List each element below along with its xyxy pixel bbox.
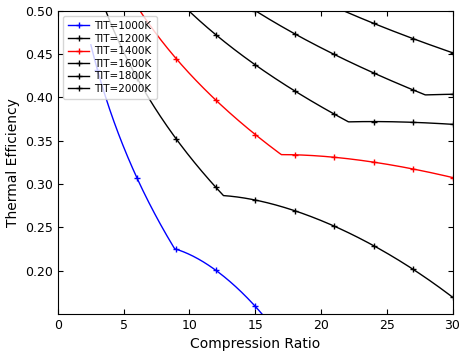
X-axis label: Compression Ratio: Compression Ratio <box>190 337 320 351</box>
Legend: TIT=1000K, TIT=1200K, TIT=1400K, TIT=1600K, TIT=1800K, TIT=2000K: TIT=1000K, TIT=1200K, TIT=1400K, TIT=160… <box>63 16 157 99</box>
Y-axis label: Thermal Efficiency: Thermal Efficiency <box>6 98 20 227</box>
